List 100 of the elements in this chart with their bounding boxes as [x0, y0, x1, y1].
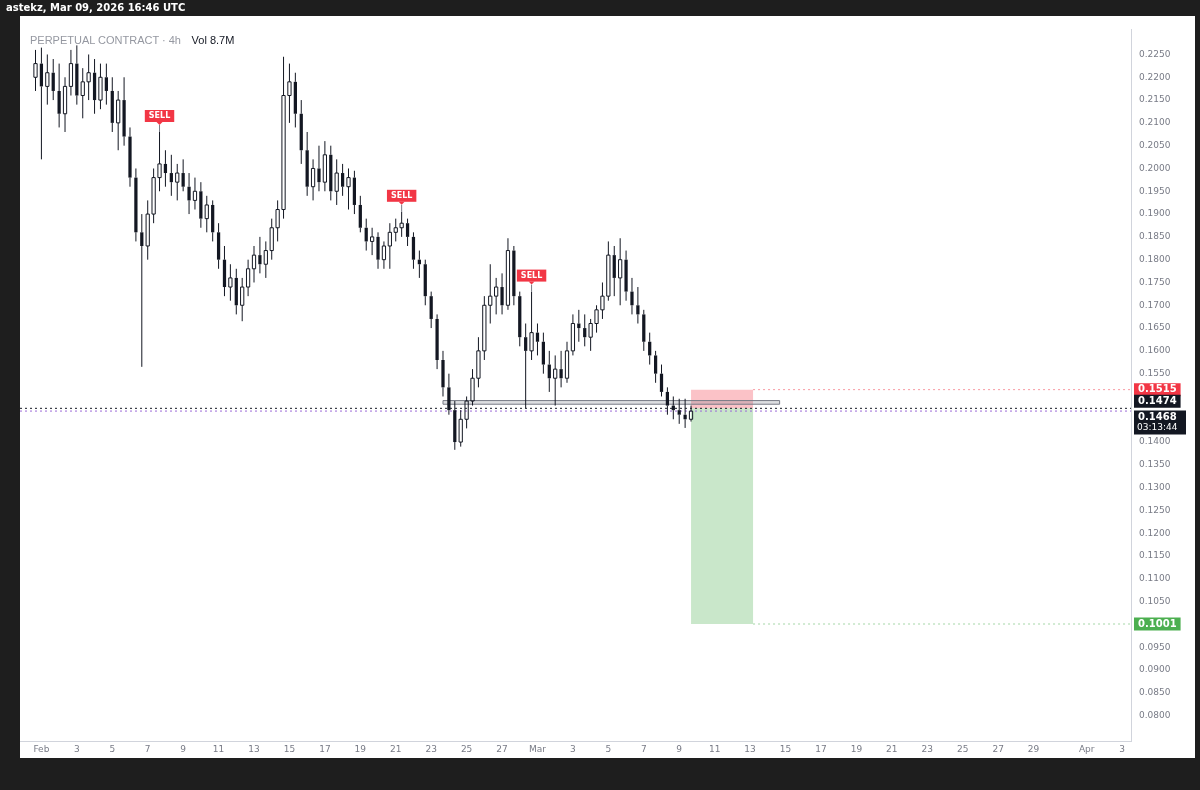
text: 03:13:44	[1137, 422, 1178, 433]
x-tick-label: 15	[283, 743, 296, 754]
y-tick-label: 0.1800	[1139, 254, 1171, 265]
candlestick	[512, 245, 516, 306]
candlestick	[423, 259, 427, 306]
candlestick	[630, 277, 634, 315]
annotation: Vol 8.7M	[191, 33, 235, 46]
candlestick	[381, 240, 387, 270]
x-tick-label: 3	[73, 743, 80, 754]
candlestick	[245, 259, 251, 297]
x-tick-label: 9	[676, 743, 683, 754]
candlestick	[624, 250, 628, 302]
candlestick	[128, 126, 132, 188]
candlestick	[122, 76, 126, 147]
candlestick	[317, 145, 321, 192]
candlestick	[559, 350, 563, 388]
x-tick-label: 5	[109, 743, 116, 754]
candlestick	[181, 158, 185, 192]
band-label: 0.1001	[1138, 617, 1177, 629]
x-tick-label: 7	[640, 743, 647, 754]
candlestick	[435, 313, 439, 370]
x-tick-label: 25	[460, 743, 473, 754]
y-tick-label: 0.1950	[1139, 185, 1171, 196]
candlestick	[234, 268, 238, 315]
candlestick	[553, 354, 558, 407]
candlestick	[642, 309, 646, 352]
y-tick-label: 0.2000	[1139, 162, 1171, 173]
y-tick-label: 0.0900	[1139, 664, 1171, 675]
x-tick-label: 15	[779, 743, 792, 754]
candlestick	[340, 163, 345, 197]
x-tick-label: 9	[180, 743, 187, 754]
y-tick-label: 0.2100	[1139, 117, 1171, 128]
candlestick	[441, 350, 445, 397]
y-tick-label: 0.0850	[1139, 687, 1171, 698]
x-tick-label: 3	[570, 743, 576, 754]
y-tick-label: 0.1300	[1139, 482, 1171, 493]
candlestick	[376, 231, 380, 270]
candlestick	[192, 177, 198, 211]
candlestick	[329, 145, 333, 201]
x-tick-label: 27	[496, 743, 508, 754]
candlestick	[45, 53, 50, 106]
candlestick	[322, 140, 327, 192]
annotation: SELL	[520, 270, 543, 280]
candlestick	[583, 313, 587, 347]
y-tick-label: 0.1650	[1139, 322, 1171, 333]
candlestick	[358, 195, 362, 233]
x-tick-label: 23	[425, 743, 437, 754]
candlestick	[169, 154, 173, 197]
candlestick	[75, 44, 79, 106]
text: astekz, Mar 09, 2026 16:46 UTC	[5, 1, 187, 15]
candlestick	[216, 222, 221, 270]
candlestick	[199, 181, 203, 229]
y-tick-label: 0.2050	[1139, 140, 1171, 151]
x-tick-label: 21	[886, 743, 898, 754]
candlestick	[140, 213, 144, 368]
candlestick	[411, 231, 416, 270]
x-tick-label: 11	[212, 743, 225, 754]
candlestick	[659, 364, 664, 397]
y-tick-label: 0.1600	[1139, 345, 1171, 356]
band-label: 0.1515	[1138, 383, 1177, 395]
y-tick-label: 0.2150	[1139, 94, 1171, 105]
y-tick-label: 0.2200	[1139, 71, 1171, 82]
candlestick	[370, 227, 375, 256]
x-tick-label: 23	[921, 743, 933, 754]
candlestick	[104, 63, 108, 106]
x-tick-label: 19	[354, 743, 367, 754]
candlestick	[618, 237, 623, 306]
candlestick	[346, 167, 351, 211]
x-tick-label: 25	[956, 743, 969, 754]
y-tick-label: 0.1050	[1139, 596, 1171, 607]
annotation: SELL	[390, 190, 413, 200]
x-tick-label: 19	[850, 743, 863, 754]
y-tick-label: 0.0800	[1139, 710, 1171, 721]
x-tick-label: Apr	[1078, 743, 1095, 754]
candlestick	[211, 199, 215, 242]
candlestick	[258, 236, 262, 274]
candlestick	[310, 158, 316, 201]
candlestick	[68, 49, 74, 97]
ref-line-label: 0.1468	[1138, 410, 1177, 422]
y-tick-label: 0.1750	[1139, 276, 1171, 287]
candlestick	[116, 90, 121, 151]
y-tick-label: 0.1200	[1139, 527, 1171, 538]
x-tick-label: 13	[248, 743, 260, 754]
candlestick	[204, 195, 209, 233]
candlestick	[175, 163, 180, 201]
x-tick-label: 29	[1027, 743, 1040, 754]
chart-title: PERPETUAL CONTRACT · 4h	[30, 33, 181, 46]
candlestick	[429, 291, 433, 329]
x-tick-label: 27	[992, 743, 1004, 754]
candlestick	[570, 313, 576, 356]
candlestick	[352, 170, 357, 215]
x-tick-label: 21	[390, 743, 402, 754]
x-tick-label: 11	[708, 743, 721, 754]
candlestick	[305, 131, 309, 197]
candlestick	[653, 350, 658, 384]
candlestick	[500, 272, 504, 315]
candlestick	[636, 286, 640, 325]
candlestick	[688, 405, 694, 423]
x-tick-label: 5	[605, 743, 612, 754]
x-tick-label: 7	[144, 743, 151, 754]
